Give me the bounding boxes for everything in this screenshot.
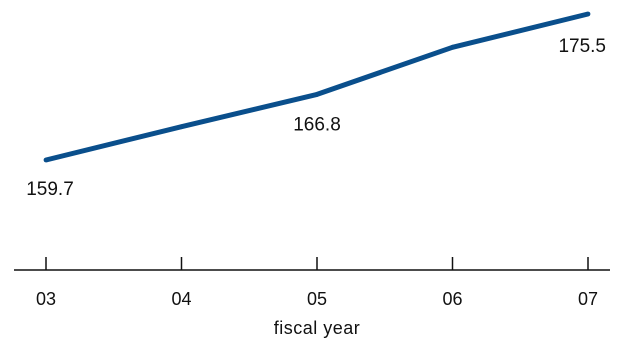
data-point (43, 157, 49, 163)
x-tick-label: 04 (171, 289, 191, 309)
data-labels: 159.7 166.8 175.5 (26, 36, 606, 200)
data-point (450, 44, 455, 50)
data-label: 175.5 (558, 36, 606, 57)
x-tick-label: 03 (36, 289, 56, 309)
data-point (585, 11, 591, 17)
data-point (314, 91, 320, 97)
x-tick-label: 07 (578, 289, 598, 309)
x-axis-ticks: 03 04 05 06 07 (36, 257, 598, 309)
series-line (45, 11, 589, 163)
series-group (43, 11, 591, 163)
x-axis-title: fiscal year (274, 318, 361, 338)
data-label: 166.8 (293, 114, 341, 135)
x-tick-label: 06 (442, 289, 462, 309)
x-tick-label: 05 (307, 289, 327, 309)
data-label: 159.7 (26, 179, 74, 200)
data-point (179, 124, 184, 130)
